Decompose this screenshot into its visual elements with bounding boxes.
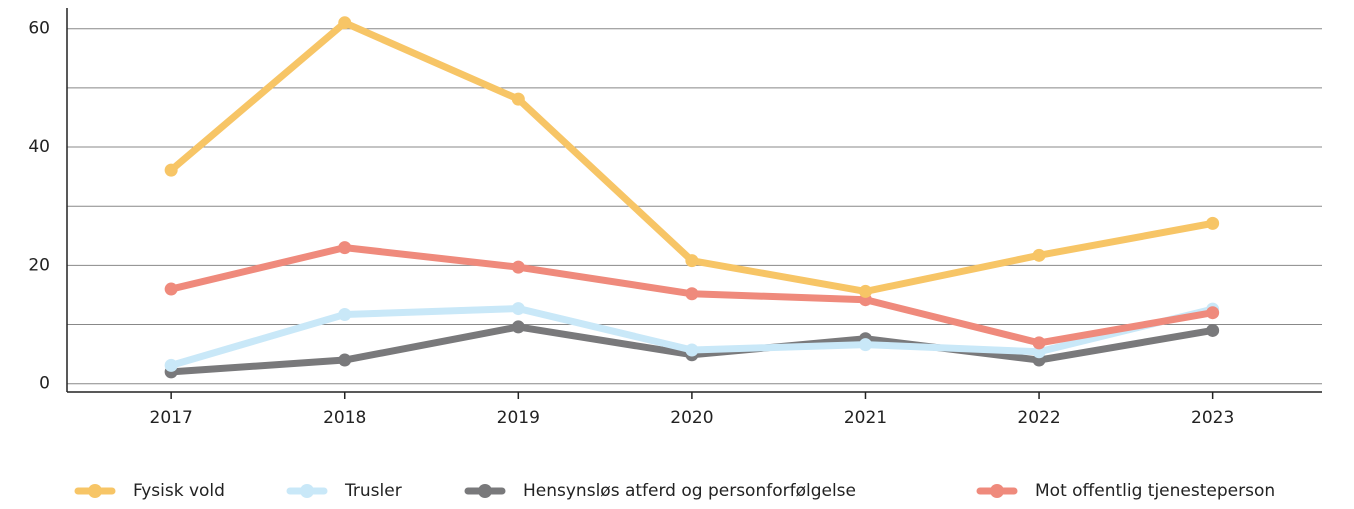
x-tick-label: 2023	[1191, 408, 1234, 428]
data-point	[1032, 336, 1046, 350]
data-point	[511, 92, 525, 106]
data-point	[164, 163, 178, 177]
legend-swatch-dot	[300, 484, 314, 498]
data-point	[1206, 323, 1220, 337]
data-point	[1032, 248, 1046, 262]
data-point	[338, 241, 352, 255]
legend-label: Trusler	[344, 481, 402, 501]
x-tick-label: 2017	[150, 408, 193, 428]
data-point	[685, 343, 699, 357]
data-point	[858, 338, 872, 352]
data-point	[511, 260, 525, 274]
data-point	[164, 358, 178, 372]
y-tick-label: 40	[28, 137, 50, 157]
x-tick-label: 2019	[497, 408, 540, 428]
x-tick-label: 2021	[844, 408, 887, 428]
legend-label: Mot offentlig tjenesteperson	[1035, 481, 1275, 501]
legend-swatch-dot	[990, 484, 1004, 498]
data-point	[338, 353, 352, 367]
legend-swatch-dot	[478, 484, 492, 498]
legend-label: Fysisk vold	[133, 481, 225, 501]
data-point	[685, 254, 699, 268]
y-tick-label: 0	[39, 374, 50, 394]
y-tick-label: 20	[28, 255, 50, 275]
legend-swatch-dot	[88, 484, 102, 498]
data-point	[338, 307, 352, 321]
data-point	[1206, 306, 1220, 320]
x-tick-label: 2022	[1017, 408, 1060, 428]
data-point	[1206, 216, 1220, 230]
data-point	[685, 287, 699, 301]
data-point	[511, 302, 525, 316]
y-tick-label: 60	[28, 19, 50, 39]
x-tick-label: 2020	[670, 408, 713, 428]
data-point	[511, 320, 525, 334]
data-point	[338, 16, 352, 30]
legend-label: Hensynsløs atferd og personforfølgelse	[523, 481, 856, 501]
data-point	[164, 282, 178, 296]
data-point	[858, 284, 872, 298]
x-tick-label: 2018	[323, 408, 366, 428]
